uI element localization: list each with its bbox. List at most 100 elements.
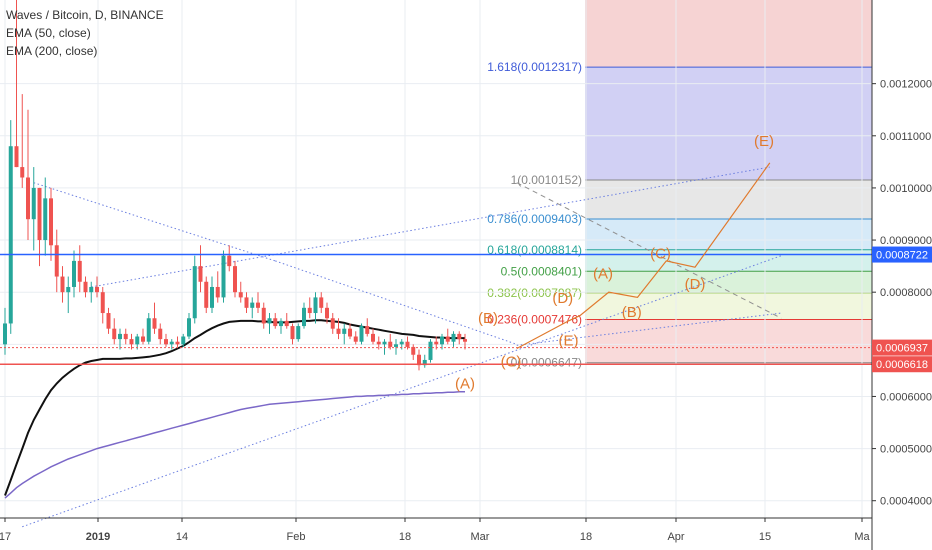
candle-body (66, 286, 71, 293)
price-tag-label: 0.0006937 (876, 343, 928, 355)
candle-body (376, 341, 381, 345)
candle-body (267, 318, 272, 324)
candle-body (290, 326, 295, 340)
candle-body (77, 260, 82, 282)
wave-label: (C) (501, 354, 522, 371)
candle-body (273, 318, 278, 327)
fibonacci-extension[interactable]: 1.618(0.0012317) 1(0.0010152) 0.786(0.0009… (487, 0, 872, 370)
fib-band-0.786 (585, 219, 872, 250)
candle-body (261, 307, 266, 324)
x-tick-label: 18 (399, 531, 411, 543)
fib-label-0: 0(0.0006647) (511, 356, 582, 370)
candle-body (221, 255, 226, 298)
candle-body (89, 286, 94, 293)
candle-body (227, 255, 232, 267)
candle-body (451, 333, 456, 342)
trendline (516, 312, 782, 346)
grid-lines (0, 0, 872, 518)
candle-body (100, 292, 105, 314)
trendline (275, 260, 517, 345)
price-tag-label: 0.0008722 (876, 250, 928, 262)
candle-body (8, 146, 13, 324)
elliott-wave-projection[interactable]: (A) (B) (C) (D) (E) (A) (B) (C) (D) (E) (455, 133, 774, 392)
price-tag (872, 339, 932, 356)
candle-body (146, 318, 151, 342)
x-tick-label: Ma (854, 531, 870, 543)
fib-label-1: 1(0.0010152) (511, 173, 582, 187)
candle-body (215, 286, 220, 298)
trendlines[interactable] (22, 166, 782, 528)
candle-body (302, 307, 306, 327)
candle-body (457, 333, 462, 340)
candle-body (382, 341, 387, 345)
candle-body (371, 333, 375, 342)
candle-body (348, 328, 352, 337)
fib-label-0.786: 0.786(0.0009403) (487, 212, 582, 226)
candle-body (422, 359, 427, 366)
y-tick-label: 0.0005000 (880, 444, 932, 456)
y-tick-label: 0.0006000 (880, 391, 932, 403)
x-tick-label: Feb (287, 531, 306, 543)
candle-body (359, 326, 364, 342)
candle-body (233, 266, 237, 293)
horizontal-price-lines[interactable] (0, 253, 872, 365)
candle-body (169, 341, 174, 345)
wave-label: (A) (593, 266, 613, 283)
candle-body (106, 313, 111, 329)
candle-body (353, 336, 358, 342)
y-tick-label: 0.0010000 (880, 183, 932, 195)
candle-body (296, 326, 301, 340)
wave-label: (B) (478, 310, 498, 327)
candle-body (14, 146, 19, 168)
candle-body (26, 177, 30, 220)
candle-body (198, 266, 203, 282)
candle-body (319, 297, 324, 308)
wave-label: (C) (650, 245, 671, 262)
candle-body (330, 318, 335, 329)
candle-body (164, 339, 168, 345)
candle-body (95, 286, 99, 293)
candle-body (394, 344, 398, 347)
candle-body (336, 328, 341, 334)
ema50-legend: EMA (50, close) (6, 26, 91, 40)
candle-body (417, 354, 421, 366)
candle-body (445, 336, 450, 342)
candle-body (118, 333, 122, 340)
y-tick-label: 0.0011000 (880, 131, 931, 143)
candle-body (388, 341, 393, 347)
candle-body (238, 292, 243, 298)
y-tick-label: 0.0008000 (880, 287, 932, 299)
wave-label: (E) (559, 332, 579, 349)
candle-body (43, 198, 48, 241)
x-tick-label: 17 (0, 531, 11, 543)
candle-body (428, 341, 433, 360)
candle-body (440, 336, 444, 345)
candle-body (342, 328, 347, 334)
y-tick-label: 0.0012000 (880, 79, 932, 91)
wave-label: (D) (552, 290, 573, 307)
candle-body (60, 276, 65, 293)
candle-body (279, 320, 283, 327)
fib-band-1.618 (585, 67, 872, 181)
fib-label-0.236: 0.236(0.0007476) (487, 313, 582, 327)
x-tick-label: Apr (667, 531, 684, 543)
candle-body (187, 318, 191, 337)
candle-body (411, 346, 416, 355)
y-tick-label: 0.0004000 (880, 496, 932, 508)
candle-body (123, 333, 128, 340)
candle-body (405, 341, 410, 347)
wave-label: (E) (754, 133, 774, 150)
candle-body (152, 318, 157, 329)
candle-body (284, 320, 289, 327)
candle-body (37, 187, 42, 241)
candle-body (434, 341, 439, 345)
candle-body (72, 260, 76, 287)
fib-band-0.236 (585, 319, 872, 363)
candle-body (112, 328, 117, 340)
candle-body (175, 341, 180, 345)
fib-label-1.618: 1.618(0.0012317) (487, 60, 582, 74)
trendline (91, 166, 770, 288)
candle-body (3, 323, 7, 345)
